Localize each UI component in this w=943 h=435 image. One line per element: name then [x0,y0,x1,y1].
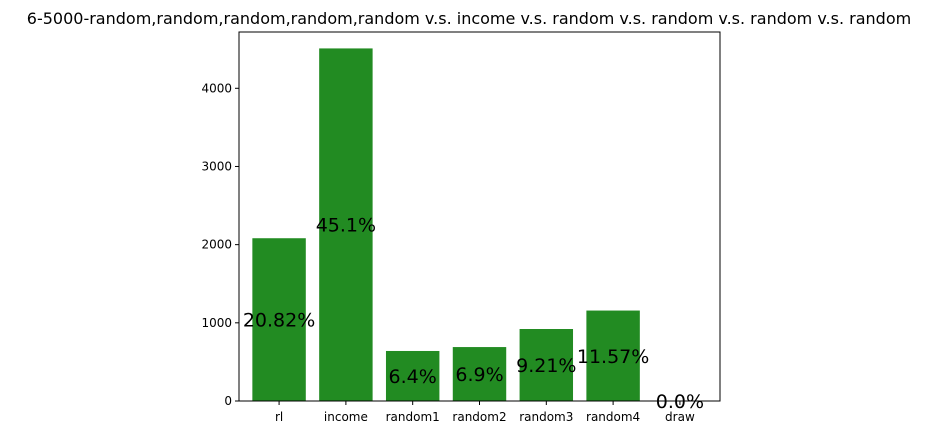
bar-rl [252,238,306,401]
bar-value-label-random2: 6.9% [455,364,503,386]
bar-random2 [452,347,507,401]
bar-value-label-random1: 6.4% [389,366,437,388]
y-tick-label: 1000 [201,316,232,330]
x-tick-label-income: income [324,410,368,424]
x-tick-label-random1: random1 [386,410,440,424]
x-tick-label-draw: draw [665,410,695,424]
y-tick-label: 0 [224,394,232,408]
bar-random3 [519,329,574,401]
y-tick-label: 3000 [201,159,232,173]
x-tick-label-random3: random3 [519,410,573,424]
bar-random1 [385,350,440,401]
bar-value-label-rl: 20.82% [243,310,315,332]
plot-frame [238,31,721,402]
bars-layer [252,48,640,402]
bar-value-label-random4: 11.57% [577,346,649,368]
bar-random4 [586,310,640,401]
bar-income [319,48,373,402]
bar-value-label-income: 45.1% [316,215,376,237]
x-tick-label-random2: random2 [452,410,506,424]
axes: rl income random1 random2 random3 random4 draw… [201,31,721,424]
y-tick-label: 2000 [201,238,232,252]
x-tick-label-rl: rl [275,410,283,424]
x-tick-label-random4: random4 [586,410,640,424]
y-tick-label: 4000 [201,81,232,95]
chart-title: 6-5000-random,random,random,random,rando… [27,9,911,28]
bar-labels-layer: 20.82%45.1%6.4% 6.9% 9.21% 11.57%0.0% [243,215,704,413]
bar-value-label-random3: 9.21% [516,355,576,377]
